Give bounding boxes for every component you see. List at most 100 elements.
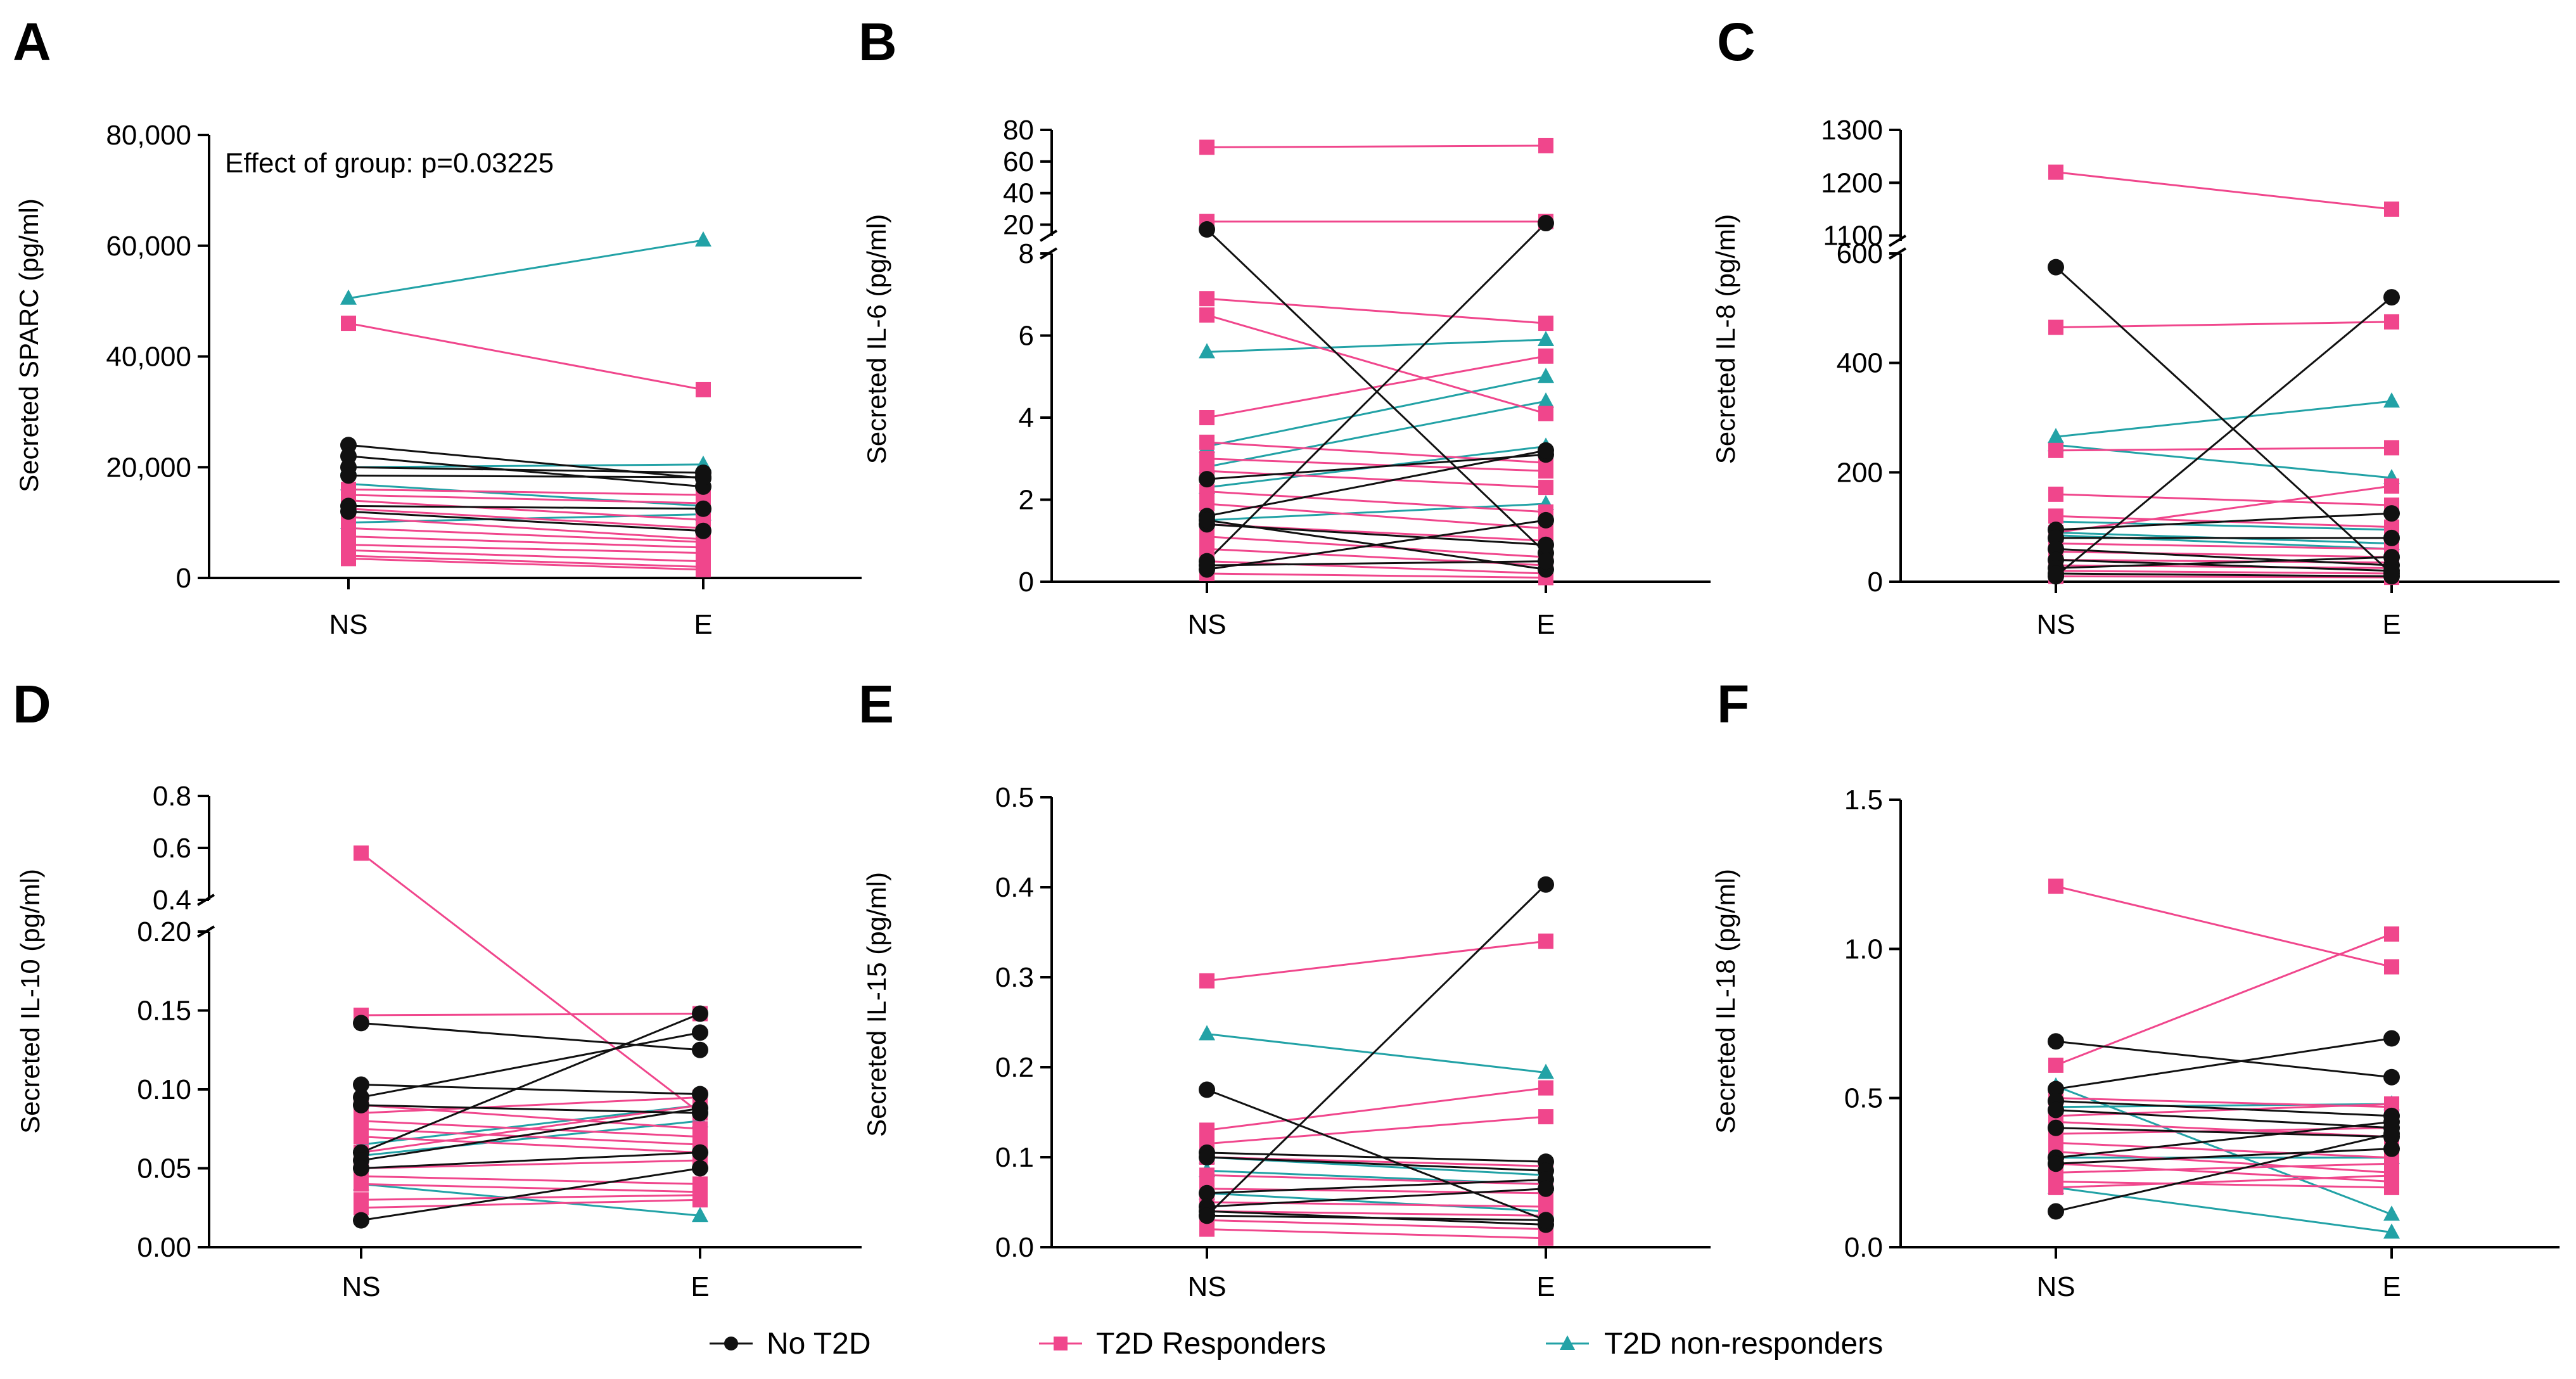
data-point-responder: [341, 551, 356, 567]
series-line-responders: [2055, 575, 2392, 579]
data-point-non-responder: [1538, 392, 1554, 408]
x-tick-label: E: [1536, 609, 1555, 640]
y-axis-label: Secreted IL-6 (pg/ml): [862, 214, 891, 465]
data-point-responder: [2384, 202, 2399, 217]
data-point-responder: [2384, 478, 2399, 494]
series-line-non-responders: [1206, 400, 1546, 468]
data-point-no-t2d: [695, 522, 711, 539]
data-point-no-t2d: [692, 1005, 708, 1022]
data-point-no-t2d: [353, 1160, 369, 1177]
data-point-no-t2d: [2383, 1030, 2400, 1047]
x-tick-label: NS: [1187, 1271, 1226, 1302]
data-point-non-responder: [695, 231, 711, 247]
series-line-responders: [1206, 940, 1546, 982]
y-tick-label: 80: [1003, 115, 1034, 146]
y-tick-label: 600: [1837, 238, 1883, 269]
y-axis-label: Secreted IL-15 (pg/ml): [862, 872, 891, 1137]
data-point-no-t2d: [2383, 1140, 2400, 1157]
series-line-responders: [348, 494, 704, 504]
y-tick-label: 6: [1019, 321, 1034, 352]
x-tick-label: NS: [341, 1271, 380, 1302]
y-tick-label: 0.00: [137, 1232, 191, 1263]
y-tick-label: 0: [1868, 567, 1883, 598]
y-tick-label: 200: [1837, 457, 1883, 488]
series-line-no-t2d: [1206, 883, 1547, 1217]
series-line-responders: [2055, 1120, 2392, 1138]
series-line-responders: [2055, 1141, 2392, 1159]
series-line-responders: [348, 555, 704, 568]
y-tick-label: 1300: [1821, 115, 1883, 146]
y-tick-label: 0.10: [137, 1074, 191, 1105]
series-line-no-t2d: [2055, 1037, 2392, 1091]
data-point-no-t2d: [1199, 1207, 1215, 1224]
panel-letter: D: [13, 674, 51, 734]
series-line-no-t2d: [1206, 1214, 1546, 1221]
legend-label: T2D non-responders: [1604, 1327, 1883, 1361]
axes: 0 20,000 40,000 60,000 80,000: [106, 120, 862, 594]
data-point-non-responder: [2383, 1205, 2400, 1221]
data-point-no-t2d: [1199, 471, 1215, 488]
series-line-no-t2d: [360, 1013, 701, 1153]
x-tick-label: E: [694, 609, 712, 640]
legend: No T2D T2D Responders T2D non-responders: [710, 1327, 1883, 1361]
y-tick-label: 80,000: [106, 120, 191, 151]
series-line-responders: [2055, 493, 2392, 506]
series-line-responders: [2055, 171, 2392, 210]
series-line-responders: [1206, 355, 1546, 419]
series-line-responders: [2055, 446, 2392, 452]
data-point-no-t2d: [1538, 1212, 1554, 1229]
axis-break-mark: [1888, 234, 1907, 247]
data-markers: [1199, 138, 1554, 586]
data-point-responder: [692, 1192, 708, 1208]
data-point-no-t2d: [692, 1041, 708, 1058]
series-line-no-t2d: [348, 455, 704, 488]
legend-label: T2D Responders: [1096, 1327, 1326, 1361]
series-line-no-t2d: [1206, 449, 1546, 517]
series-line-no-t2d: [1206, 1156, 1546, 1172]
axes: 0.0 0.1 0.2 0.3 0.4 0.5: [995, 782, 1711, 1263]
data-point-responder: [1199, 434, 1215, 450]
series-line-responders: [2055, 1180, 2392, 1189]
series-line-responders: [348, 535, 704, 549]
data-point-no-t2d: [1538, 553, 1554, 570]
series-line-no-t2d: [2055, 1148, 2392, 1165]
y-tick-label: 20: [1003, 210, 1034, 241]
series-line-no-t2d: [348, 466, 704, 474]
data-lines: [1206, 144, 1547, 579]
y-tick-label: 60,000: [106, 231, 191, 262]
x-tick-label: E: [2382, 609, 2401, 640]
series-line-responders: [1206, 314, 1546, 414]
series-line-no-t2d: [348, 510, 704, 532]
data-point-no-t2d: [353, 1096, 369, 1113]
series-line-no-t2d: [1206, 1188, 1546, 1208]
data-lines: [1206, 883, 1547, 1240]
series-line-no-t2d: [2055, 1132, 2392, 1212]
legend-item-t2d-non-responders: T2D non-responders: [1546, 1327, 1883, 1361]
series-line-responders: [2055, 1150, 2392, 1174]
series-line-no-t2d: [2055, 556, 2392, 569]
data-point-responder: [1199, 1221, 1215, 1237]
series-line-responders: [1206, 1219, 1546, 1231]
series-line-responders: [1206, 144, 1546, 148]
data-point-no-t2d: [1538, 1180, 1554, 1197]
series-line-responders: [360, 1012, 701, 1017]
data-point-responder: [1538, 406, 1553, 421]
series-line-responders: [360, 1159, 701, 1169]
series-line-no-t2d: [360, 1151, 701, 1169]
series-line-non-responders: [1206, 503, 1546, 522]
series-line-responders: [360, 1104, 701, 1154]
series-line-responders: [1206, 458, 1546, 472]
x-tick-label: NS: [2036, 1271, 2075, 1302]
data-point-responder: [2384, 314, 2399, 330]
series-line-non-responders: [2055, 520, 2392, 531]
series-line-responders: [348, 527, 704, 543]
series-line-no-t2d: [2055, 266, 2393, 575]
data-point-no-t2d: [1538, 215, 1554, 232]
data-point-responder: [696, 561, 711, 577]
series-line-responders: [1206, 1228, 1546, 1240]
series-line-responders: [1206, 470, 1546, 489]
series-line-responders: [360, 1183, 701, 1193]
series-line-responders: [360, 1175, 701, 1185]
series-line-responders: [1206, 572, 1546, 579]
